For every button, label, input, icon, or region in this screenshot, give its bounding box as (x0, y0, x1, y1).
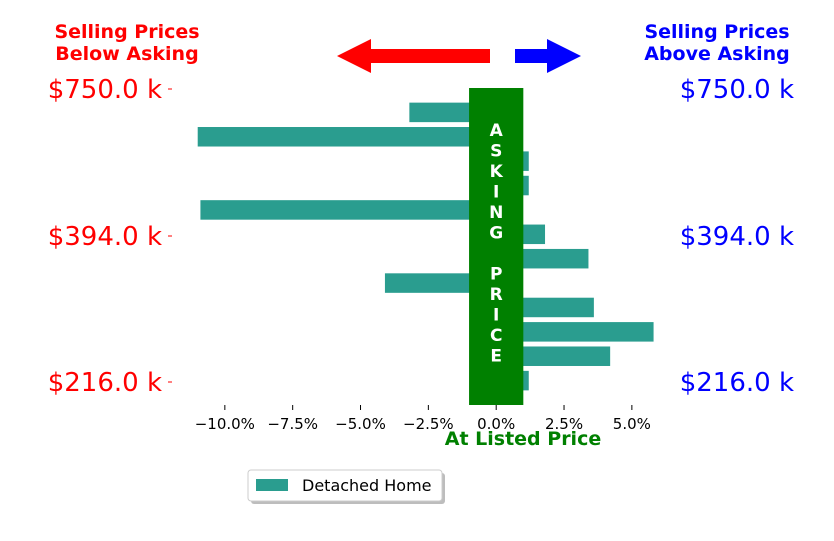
x-tick-label-0: −10.0% (195, 415, 255, 433)
asking-price-band (469, 88, 524, 405)
x-tick-label-6: 5.0% (613, 415, 651, 433)
y-label-right-2: $216.0 k (680, 368, 794, 398)
legend[interactable]: Detached Home (247, 469, 445, 504)
band-letter-3: I (493, 183, 499, 203)
x-axis-caption: At Listed Price (445, 428, 601, 450)
bar-7 (384, 273, 497, 293)
x-tick-label-3: −2.5% (403, 415, 454, 433)
band-letter-2: K (490, 162, 504, 182)
left-arrow-icon (337, 39, 490, 73)
y-labels-right: $750.0 k $394.0 k $216.0 k (680, 75, 794, 398)
bars-group (197, 102, 654, 391)
y-label-right-0: $750.0 k (680, 75, 794, 105)
left-title-line2: Below Asking (55, 43, 198, 65)
y-label-left-0: $750.0 k (48, 75, 162, 105)
band-letter-4: N (489, 203, 503, 223)
x-axis: −10.0% −7.5% −5.0% −2.5% 0.0% 2.5% 5.0% (195, 405, 651, 433)
bar-1 (197, 127, 497, 147)
band-letter-10: C (490, 326, 502, 346)
band-letter-0: A (490, 121, 504, 141)
left-title-line1: Selling Prices (54, 21, 199, 43)
right-arrow-icon (515, 39, 581, 73)
right-title-line2: Above Asking (644, 43, 790, 65)
legend-swatch (256, 479, 288, 491)
y-label-left-2: $216.0 k (48, 368, 162, 398)
bar-4 (200, 200, 497, 220)
band-letter-8: R (490, 285, 503, 305)
legend-label: Detached Home (302, 476, 432, 495)
band-letter-7: P (490, 265, 502, 285)
y-label-right-1: $394.0 k (680, 222, 794, 252)
y-label-left-1: $394.0 k (48, 222, 162, 252)
band-letter-5: G (489, 224, 503, 244)
x-tick-label-4: 0.0% (477, 415, 515, 433)
bar-9 (496, 322, 654, 342)
legend-box (247, 469, 443, 502)
x-tick-label-2: −5.0% (335, 415, 386, 433)
right-title-line1: Selling Prices (644, 21, 789, 43)
band-letter-11: E (490, 347, 502, 367)
band-letter-9: I (493, 306, 499, 326)
x-tick-label-1: −7.5% (267, 415, 318, 433)
band-letter-1: S (490, 142, 502, 162)
y-labels-left: $750.0 k $394.0 k $216.0 k (48, 75, 172, 398)
bar-10 (496, 346, 611, 366)
x-tick-label-5: 2.5% (545, 415, 583, 433)
